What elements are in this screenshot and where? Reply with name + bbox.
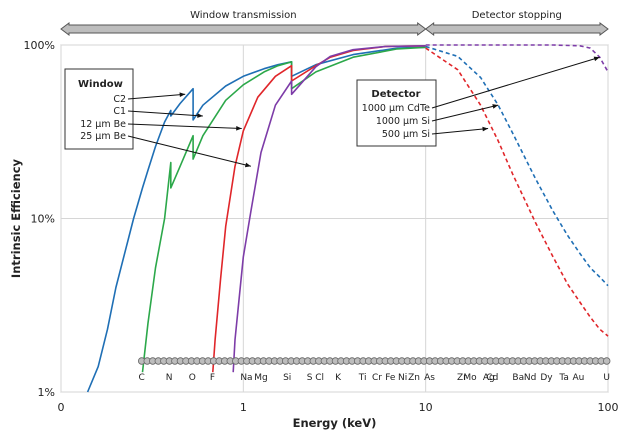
element-label: C (139, 373, 145, 383)
element-label: S (307, 373, 313, 383)
element-label: Zn (408, 373, 420, 383)
pointer-arrowhead (492, 104, 499, 109)
pointer-arrowhead (244, 162, 251, 168)
element-label: F (210, 373, 215, 383)
band-arrow (424, 22, 609, 36)
x-tick-label: 1 (240, 401, 247, 414)
pointer-arrowhead (179, 92, 186, 98)
detector-legend-item: 500 µm Si (382, 129, 430, 140)
element-label: Cl (315, 373, 324, 383)
x-tick-label: 0 (58, 401, 65, 414)
element-label: Ba (512, 373, 524, 383)
element-label: Ti (358, 373, 367, 383)
window-legend-item: C1 (113, 106, 126, 117)
element-label: Ta (558, 373, 569, 383)
pointer-line (431, 56, 600, 109)
series-line (425, 45, 609, 287)
series-line (141, 46, 426, 373)
element-label: Mg (254, 373, 267, 383)
x-tick-label: 100 (598, 401, 619, 414)
detector-legend-item: 1000 µm CdTe (362, 103, 430, 114)
window-legend-item: 12 µm Be (80, 119, 126, 130)
band-arrow (60, 22, 427, 36)
series-line (425, 44, 609, 73)
window-legend-box (64, 68, 134, 150)
grid (60, 44, 609, 393)
window-legend-title: Window (78, 79, 123, 90)
element-label: U (603, 373, 610, 383)
x-tick-label: 10 (419, 401, 433, 414)
detector-legend-item: 1000 µm Si (376, 116, 430, 127)
element-label: Dy (540, 373, 553, 383)
element-label: Fe (385, 373, 396, 383)
element-label: Ni (398, 373, 407, 383)
pointer-line (127, 135, 252, 167)
element-label: Zr (457, 373, 467, 383)
pointer-arrowhead (236, 125, 242, 131)
pointer-line (431, 104, 499, 122)
element-label: Au (572, 373, 584, 383)
window-legend-item: 25 µm Be (80, 131, 126, 142)
y-axis-label: Intrinsic Efficiency (9, 158, 23, 278)
pointer-arrowhead (197, 113, 203, 118)
pointer-line (127, 110, 203, 117)
range-bands: Window transmission Detector stopping (60, 10, 609, 36)
detector-legend-title: Detector (371, 89, 420, 100)
element-label: Na (240, 373, 252, 383)
series-lines (86, 44, 609, 393)
window-legend-item: C2 (113, 94, 126, 105)
pointer-line (431, 128, 489, 135)
element-label: Ag (483, 373, 495, 383)
series-line (232, 45, 426, 373)
element-label: O (189, 373, 196, 383)
y-tick-label: 1% (38, 386, 55, 399)
y-tick-label: 100% (24, 39, 55, 52)
pointer-line (127, 93, 186, 100)
x-axis-label: Energy (keV) (293, 416, 377, 430)
element-marker (603, 357, 611, 365)
element-label: K (335, 373, 342, 383)
element-label: Cd (486, 373, 498, 383)
series-line (425, 47, 609, 337)
detector-legend-box (356, 79, 437, 147)
element-label: Mo (463, 373, 477, 383)
band-label: Window transmission (190, 10, 297, 21)
element-label: Cr (372, 373, 382, 383)
element-label: Si (283, 373, 291, 383)
element-label: As (424, 373, 435, 383)
pointer-arrowhead (593, 56, 600, 62)
y-tick-label: 10% (31, 213, 55, 226)
axes: 0 1 10 100 1% 10% 100% Energy (keV) Intrinsic Ef… (9, 39, 619, 430)
pointer-line (127, 123, 242, 130)
element-label: N (166, 373, 173, 383)
element-label: Nd (524, 373, 536, 383)
band-label: Detector stopping (472, 10, 562, 21)
pointer-arrowhead (482, 126, 489, 132)
